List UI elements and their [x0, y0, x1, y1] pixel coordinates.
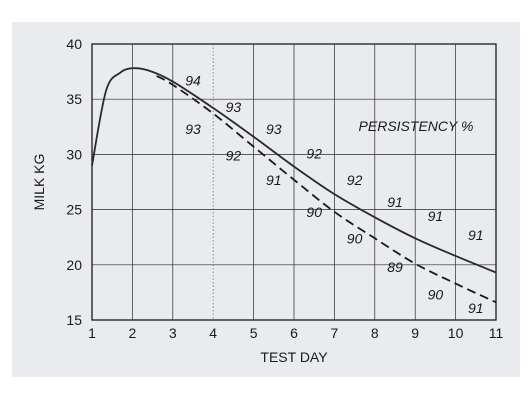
persistency-label: 93	[185, 121, 201, 137]
series-line-solid	[91, 67, 497, 274]
gridlines	[92, 44, 496, 320]
x-axis-title: TEST DAY	[260, 349, 328, 365]
series-line-dashed	[156, 75, 497, 304]
x-tick-label: 9	[411, 325, 419, 341]
persistency-label: 91	[266, 172, 282, 188]
legend-title: PERSISTENCY %	[359, 118, 474, 134]
x-tick-label: 5	[250, 325, 258, 341]
y-tick-label: 20	[66, 257, 82, 273]
y-axis-title: MILK KG	[31, 154, 47, 211]
y-tick-label: 40	[66, 36, 82, 52]
persistency-label: 90	[428, 287, 444, 303]
x-tick-label: 11	[489, 325, 504, 341]
x-tick-label: 2	[129, 325, 137, 341]
persistency-label: 92	[226, 148, 242, 164]
y-tick-label: 15	[66, 312, 82, 328]
persistency-label: 89	[387, 259, 403, 275]
persistency-label: 93	[266, 121, 282, 137]
persistency-label: 90	[306, 204, 322, 220]
persistency-label: 91	[428, 208, 444, 224]
x-tick-label: 4	[209, 325, 217, 341]
x-tick-label: 3	[169, 325, 177, 341]
persistency-label: 93	[226, 99, 242, 115]
persistency-label: 92	[347, 172, 363, 188]
series-lines	[91, 67, 497, 304]
persistency-label: 91	[468, 227, 484, 243]
y-axis-ticks: 15 20 25 30 35 40	[66, 36, 82, 328]
persistency-label: 91	[387, 194, 403, 210]
persistency-label: 92	[306, 145, 322, 161]
persistency-annotations: 94 93 93 93 92 92 91 92 90 91 90 91 89 91 90 91	[185, 72, 483, 315]
y-tick-label: 35	[66, 91, 82, 107]
persistency-label: 90	[347, 230, 363, 246]
y-tick-label: 30	[66, 146, 82, 162]
persistency-label: 94	[185, 72, 201, 88]
x-tick-label: 7	[331, 325, 339, 341]
x-tick-label: 10	[448, 325, 464, 341]
y-tick-label: 25	[66, 202, 82, 218]
persistency-label: 91	[468, 300, 484, 316]
x-axis-ticks: 1 2 3 4 5 6 7 8 9 10 11	[88, 325, 503, 341]
x-tick-label: 1	[88, 325, 96, 341]
x-tick-label: 8	[371, 325, 379, 341]
x-tick-label: 6	[290, 325, 298, 341]
